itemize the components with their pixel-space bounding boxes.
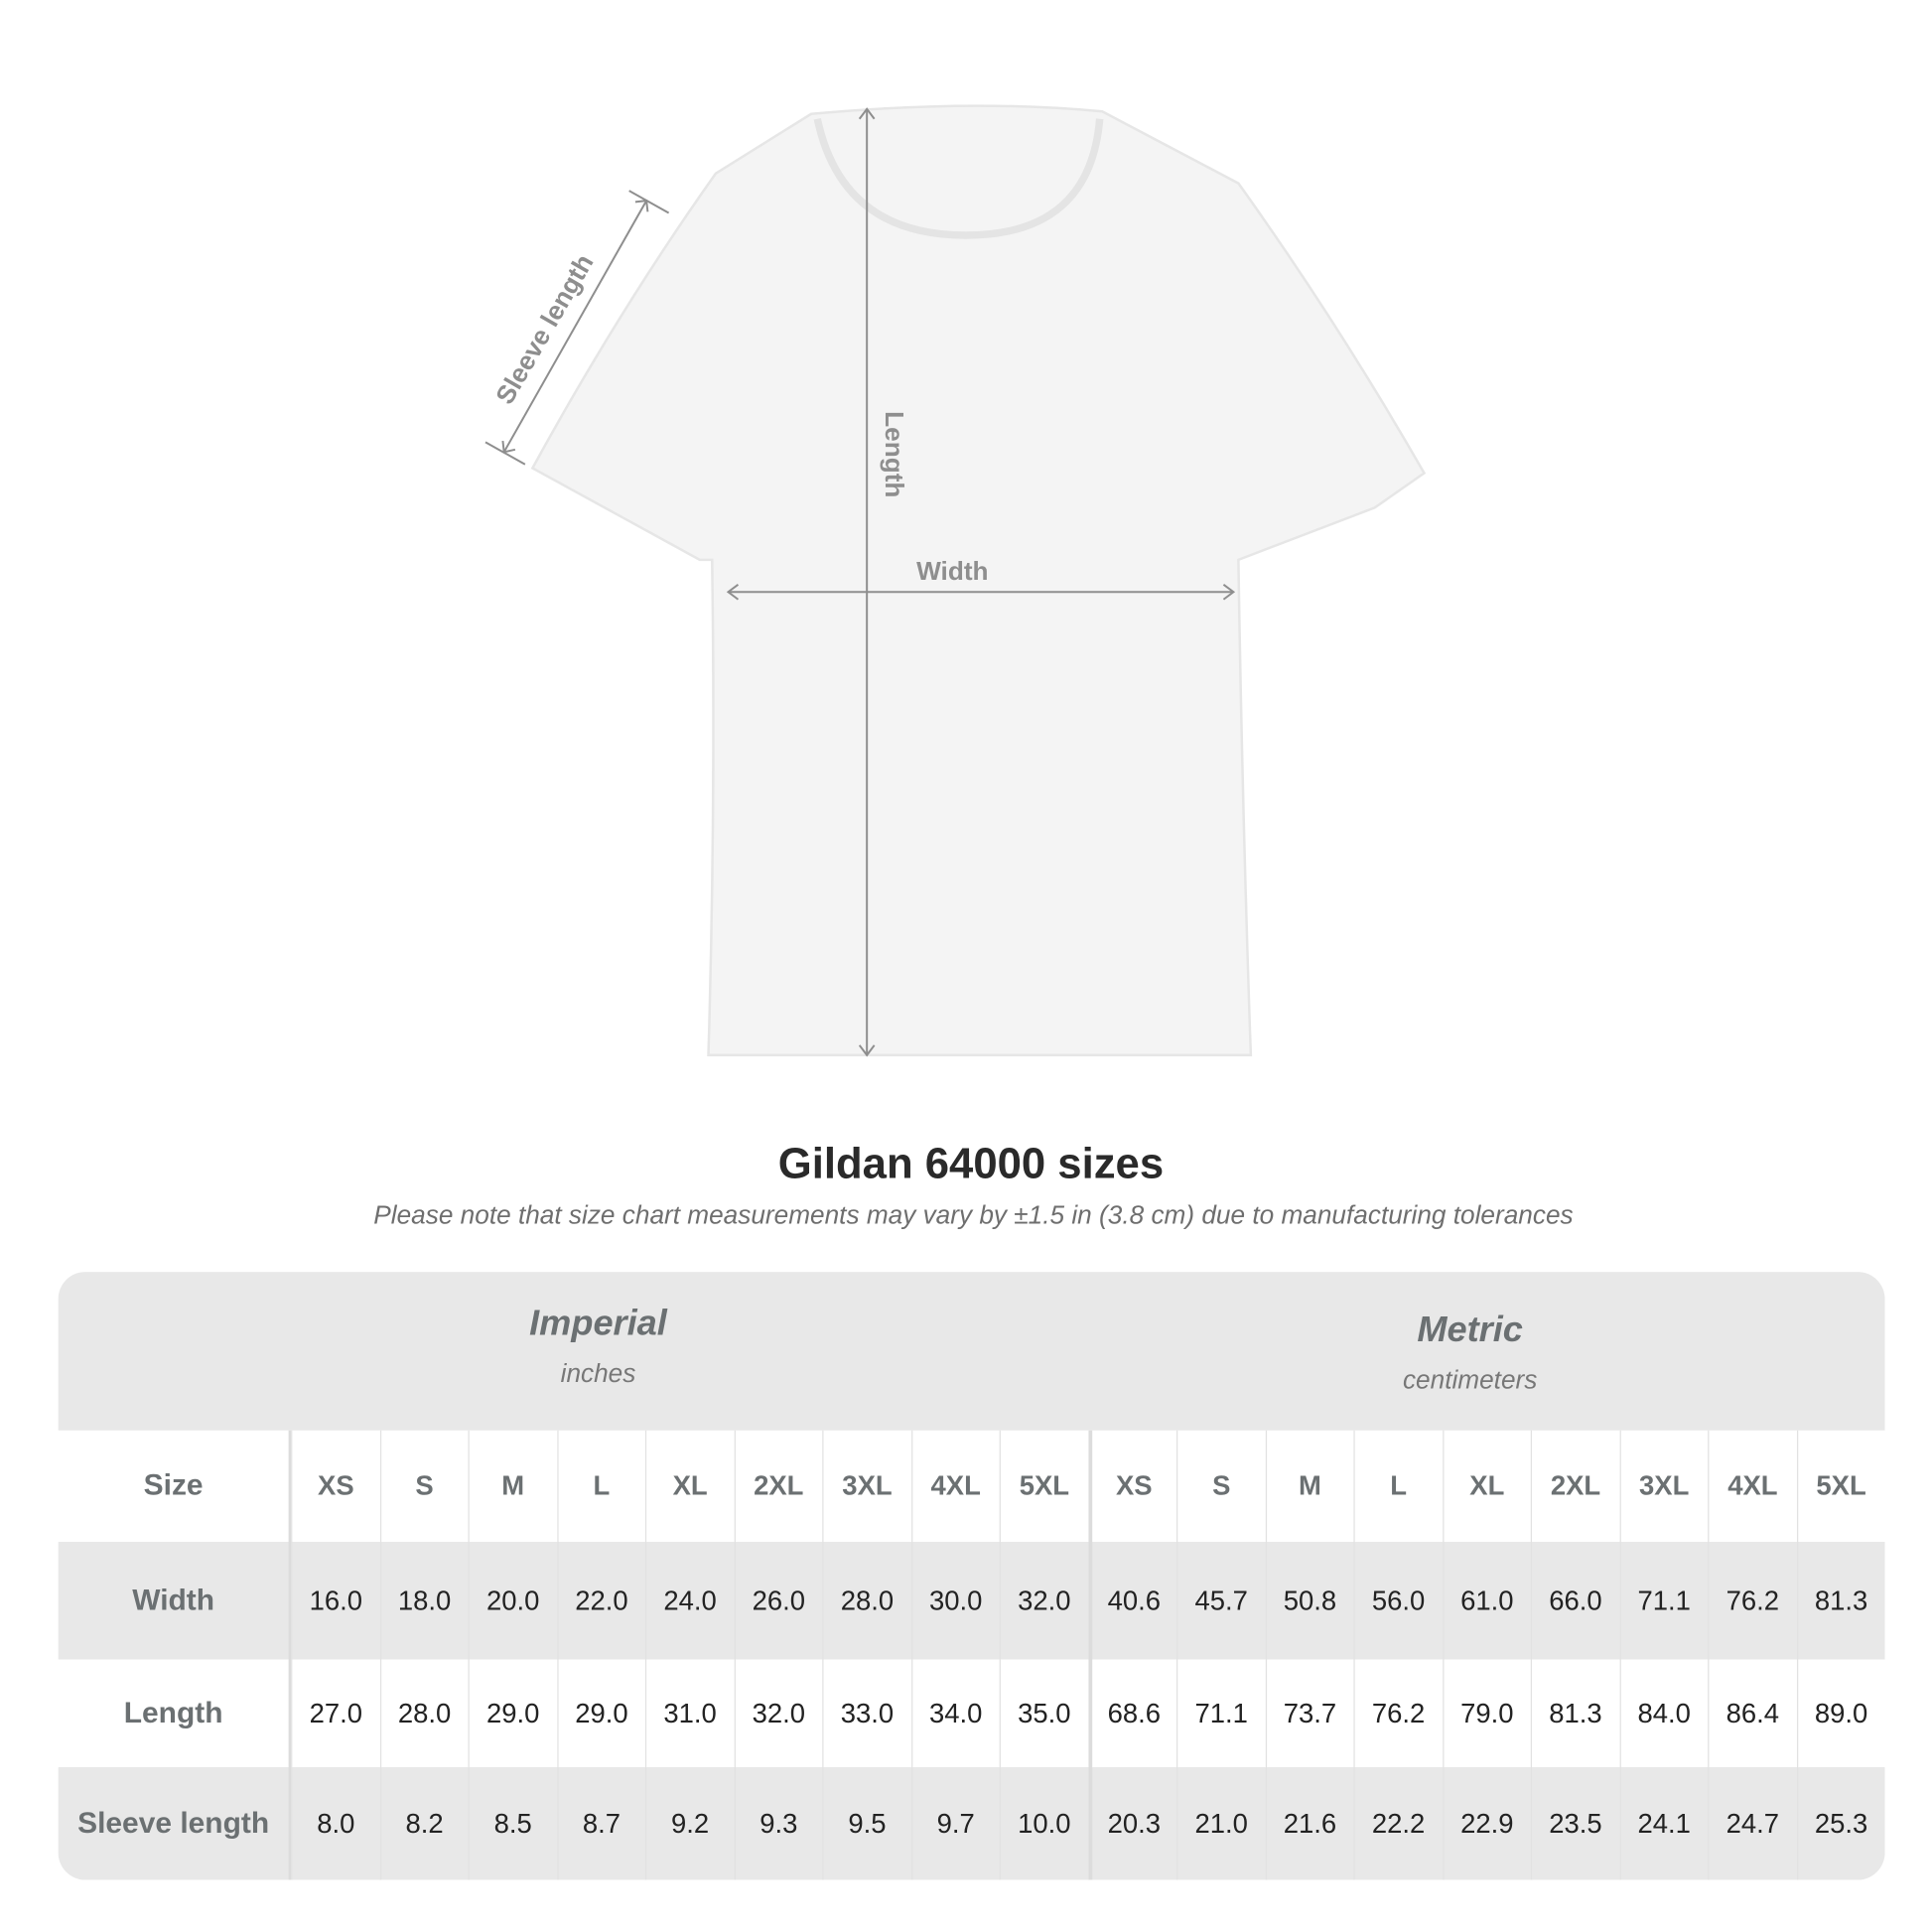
metric-value: 50.8 bbox=[1265, 1542, 1353, 1660]
imperial-size-l: L bbox=[556, 1430, 645, 1543]
imperial-value: 27.0 bbox=[291, 1659, 379, 1768]
imperial-value: 18.0 bbox=[379, 1542, 468, 1660]
imperial-value: 16.0 bbox=[291, 1542, 379, 1660]
size-label: Size bbox=[59, 1430, 292, 1543]
metric-value: 25.3 bbox=[1796, 1767, 1884, 1880]
metric-value: 76.2 bbox=[1353, 1659, 1442, 1768]
imperial-label: Imperial bbox=[529, 1304, 667, 1344]
sleeve-length-arrow bbox=[502, 200, 648, 453]
imperial-value: 9.3 bbox=[734, 1767, 822, 1880]
metric-size-m: M bbox=[1265, 1430, 1353, 1543]
imperial-value: 32.0 bbox=[734, 1659, 822, 1768]
metric-value: 20.3 bbox=[1087, 1767, 1176, 1880]
imperial-value: 8.0 bbox=[291, 1767, 379, 1880]
table-row: Length 27.0 28.0 29.0 29.0 31.0 32.0 33.0 34.0 35… bbox=[59, 1659, 1885, 1768]
tshirt-diagram: Length Width Sleeve length bbox=[484, 104, 1427, 1057]
imperial-heading: Imperial inches bbox=[350, 1305, 846, 1390]
imperial-value: 35.0 bbox=[999, 1659, 1088, 1768]
page-title: Gildan 64000 sizes bbox=[777, 1139, 1165, 1188]
row-label: Length bbox=[59, 1659, 292, 1768]
imperial-value: 9.2 bbox=[644, 1767, 734, 1880]
size-header-row: Size XS S M L XL 2XL 3XL 4XL 5XL XS S M L XL 2XL 3XL 4XL 5… bbox=[59, 1430, 1885, 1543]
table-row: Sleeve length 8.0 8.2 8.5 8.7 9.2 9.3 9.5 9.7 10.… bbox=[58, 1767, 1885, 1880]
metric-value: 76.2 bbox=[1708, 1542, 1796, 1660]
imperial-value: 32.0 bbox=[999, 1542, 1088, 1660]
imperial-value: 34.0 bbox=[910, 1659, 999, 1768]
metric-size-l: L bbox=[1353, 1430, 1442, 1543]
imperial-value: 29.0 bbox=[468, 1659, 557, 1768]
metric-value: 68.6 bbox=[1087, 1659, 1176, 1768]
metric-size-xl: XL bbox=[1442, 1430, 1531, 1543]
metric-value: 24.7 bbox=[1708, 1767, 1796, 1880]
imperial-value: 9.5 bbox=[822, 1767, 910, 1880]
metric-value: 89.0 bbox=[1796, 1659, 1884, 1768]
metric-value: 22.9 bbox=[1442, 1767, 1531, 1880]
metric-value: 81.3 bbox=[1796, 1542, 1884, 1660]
imperial-size-3xl: 3XL bbox=[822, 1430, 910, 1543]
metric-value: 81.3 bbox=[1530, 1659, 1619, 1768]
metric-value: 40.6 bbox=[1087, 1542, 1176, 1660]
metric-value: 71.1 bbox=[1176, 1659, 1265, 1768]
imperial-size-s: S bbox=[379, 1430, 468, 1543]
metric-value: 56.0 bbox=[1353, 1542, 1442, 1660]
imperial-size-4xl: 4XL bbox=[910, 1430, 999, 1543]
metric-value: 21.0 bbox=[1176, 1767, 1265, 1880]
length-label: Length bbox=[880, 411, 909, 497]
metric-size-s: S bbox=[1176, 1430, 1265, 1543]
imperial-value: 24.0 bbox=[644, 1542, 734, 1660]
metric-size-xs: XS bbox=[1087, 1430, 1176, 1543]
metric-value: 45.7 bbox=[1176, 1542, 1265, 1660]
metric-heading: Metric centimeters bbox=[1222, 1311, 1718, 1396]
metric-size-4xl: 4XL bbox=[1708, 1430, 1796, 1543]
metric-value: 66.0 bbox=[1530, 1542, 1619, 1660]
collar bbox=[813, 117, 1104, 239]
imperial-value: 10.0 bbox=[999, 1767, 1088, 1880]
size-table: Imperial inches Metric centimeters Size X… bbox=[58, 1272, 1885, 1880]
metric-size-5xl: 5XL bbox=[1796, 1430, 1884, 1543]
metric-value: 22.2 bbox=[1353, 1767, 1442, 1880]
metric-size-3xl: 3XL bbox=[1618, 1430, 1708, 1543]
imperial-size-5xl: 5XL bbox=[999, 1430, 1088, 1543]
imperial-value: 8.7 bbox=[556, 1767, 645, 1880]
tolerance-note: Please note that size chart measurements… bbox=[373, 1200, 1574, 1230]
imperial-unit: inches bbox=[560, 1359, 636, 1389]
tshirt-shape bbox=[530, 104, 1427, 1057]
imperial-value: 28.0 bbox=[822, 1542, 910, 1660]
imperial-value: 8.2 bbox=[379, 1767, 468, 1880]
imperial-value: 9.7 bbox=[910, 1767, 999, 1880]
metric-value: 73.7 bbox=[1265, 1659, 1353, 1768]
metric-value: 84.0 bbox=[1618, 1659, 1708, 1768]
metric-value: 71.1 bbox=[1618, 1542, 1708, 1660]
imperial-value: 29.0 bbox=[556, 1659, 645, 1768]
imperial-size-xs: XS bbox=[291, 1430, 379, 1543]
table-row: Width 16.0 18.0 20.0 22.0 24.0 26.0 28.0 30.0 32.… bbox=[58, 1542, 1885, 1660]
metric-value: 21.6 bbox=[1265, 1767, 1353, 1880]
imperial-value: 20.0 bbox=[468, 1542, 557, 1660]
imperial-value: 28.0 bbox=[379, 1659, 468, 1768]
metric-value: 23.5 bbox=[1530, 1767, 1619, 1880]
table-header: Imperial inches Metric centimeters bbox=[58, 1272, 1885, 1431]
imperial-size-xl: XL bbox=[644, 1430, 734, 1543]
row-label: Width bbox=[59, 1542, 292, 1660]
metric-value: 86.4 bbox=[1708, 1659, 1796, 1768]
imperial-size-2xl: 2XL bbox=[734, 1430, 822, 1543]
imperial-value: 22.0 bbox=[556, 1542, 645, 1660]
metric-label: Metric bbox=[1417, 1310, 1523, 1350]
imperial-value: 8.5 bbox=[468, 1767, 557, 1880]
imperial-value: 31.0 bbox=[644, 1659, 734, 1768]
metric-value: 24.1 bbox=[1618, 1767, 1708, 1880]
metric-unit: centimeters bbox=[1402, 1365, 1538, 1395]
imperial-size-m: M bbox=[468, 1430, 557, 1543]
metric-value: 79.0 bbox=[1442, 1659, 1531, 1768]
imperial-value: 30.0 bbox=[910, 1542, 999, 1660]
row-label: Sleeve length bbox=[59, 1767, 292, 1880]
imperial-value: 26.0 bbox=[734, 1542, 822, 1660]
metric-size-2xl: 2XL bbox=[1530, 1430, 1619, 1543]
width-label: Width bbox=[916, 556, 988, 586]
imperial-value: 33.0 bbox=[822, 1659, 910, 1768]
metric-value: 61.0 bbox=[1442, 1542, 1531, 1660]
